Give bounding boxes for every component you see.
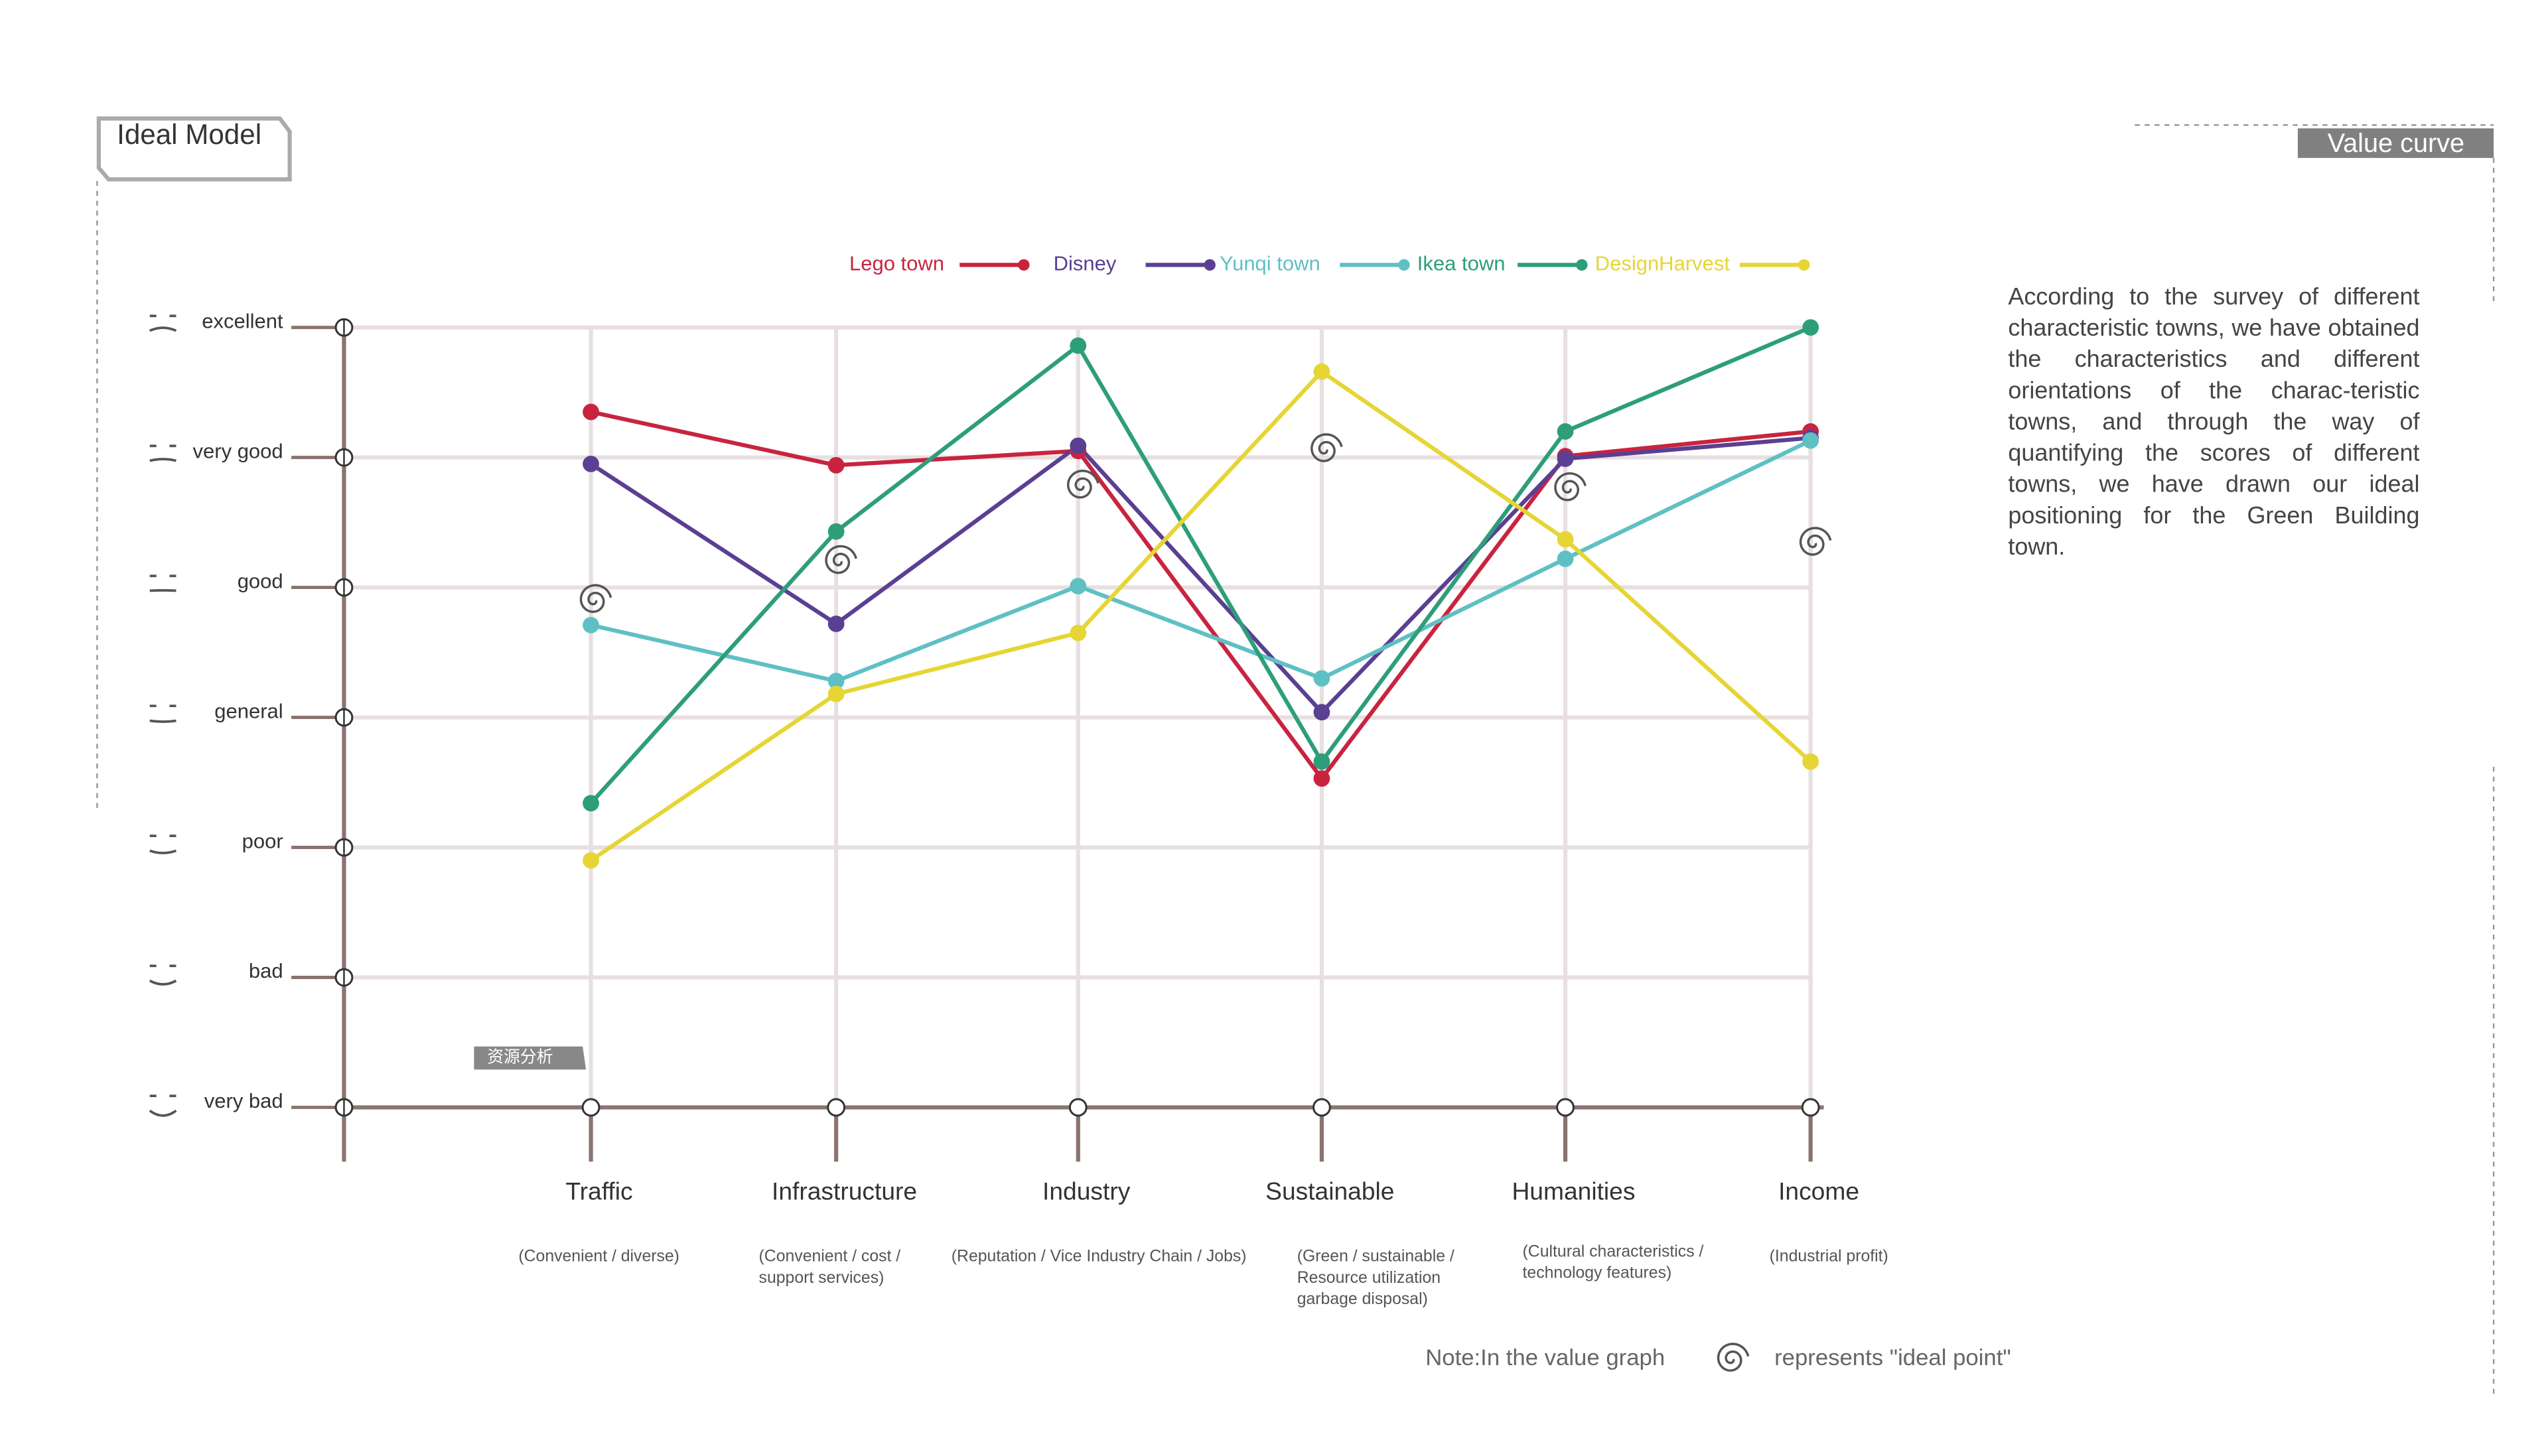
data-point xyxy=(1070,337,1087,354)
section-title: Value curve xyxy=(2328,129,2465,158)
data-point xyxy=(583,403,599,421)
x-tick-label: Sustainable xyxy=(1265,1177,1394,1205)
note-icon xyxy=(1717,1343,1750,1372)
data-point xyxy=(1557,551,1574,567)
y-tick-label: general xyxy=(214,699,283,722)
legend-dot xyxy=(1204,259,1216,271)
category-note: (Industrial profit) xyxy=(1770,1248,1888,1266)
data-point xyxy=(827,456,845,474)
x-tick-label: Infrastructure xyxy=(772,1177,917,1205)
data-point xyxy=(827,673,845,690)
data-point xyxy=(1802,753,1819,770)
y-tick-label: poor xyxy=(242,829,283,852)
data-point xyxy=(583,456,599,472)
face-icon xyxy=(149,444,177,462)
category-note: (Reputation / Vice Industry Chain / Jobs… xyxy=(952,1248,1247,1266)
axis-node xyxy=(827,1098,846,1117)
ideal-point xyxy=(579,584,612,614)
y-tick-label: excellent xyxy=(202,309,283,332)
ideal-point xyxy=(825,545,857,574)
tag-label: 资源分析 xyxy=(487,1048,553,1067)
y-tick-label: very good xyxy=(193,439,283,462)
face-icon xyxy=(149,834,177,854)
data-point xyxy=(1313,363,1330,380)
axis-node xyxy=(1801,1098,1820,1117)
data-point xyxy=(583,617,599,633)
legend-dot xyxy=(1398,259,1410,271)
y-tick-label: very bad xyxy=(204,1089,283,1112)
legend-label: Disney xyxy=(1054,252,1117,275)
category-note: (Convenient / diverse) xyxy=(518,1248,679,1266)
ideal-point xyxy=(1310,433,1343,462)
data-point xyxy=(1557,450,1574,467)
legend-label: DesignHarvest xyxy=(1595,252,1731,275)
series-line xyxy=(590,438,1812,683)
face-icon xyxy=(149,704,177,723)
category-note: support services) xyxy=(759,1269,885,1287)
face-icon xyxy=(149,574,177,592)
x-tick-label: Traffic xyxy=(565,1177,632,1205)
data-point xyxy=(1313,670,1330,687)
x-tick-label: Humanities xyxy=(1512,1177,1635,1205)
data-point xyxy=(1557,531,1574,548)
data-point xyxy=(827,616,845,632)
face-icon xyxy=(149,964,177,986)
legend-dot xyxy=(1018,259,1030,271)
data-point xyxy=(1557,423,1574,440)
axis-node xyxy=(1556,1098,1575,1117)
ideal-point xyxy=(1554,472,1587,501)
category-note: (Convenient / cost / xyxy=(759,1248,901,1266)
data-point xyxy=(1802,319,1819,336)
data-point xyxy=(1070,437,1087,454)
description: According to the survey of different cha… xyxy=(2008,285,2420,561)
data-point xyxy=(827,685,845,702)
legend-label: Yunqi town xyxy=(1220,252,1320,275)
x-tick-label: Industry xyxy=(1042,1177,1131,1205)
y-tick-label: bad xyxy=(249,959,283,982)
category-note: (Cultural characteristics / xyxy=(1523,1242,1704,1260)
axis-node xyxy=(581,1098,601,1117)
category-note: garbage disposal) xyxy=(1297,1290,1428,1308)
legend-dot xyxy=(1798,259,1810,271)
data-point xyxy=(1070,578,1087,595)
data-point xyxy=(1313,753,1330,770)
series-line xyxy=(589,325,1811,805)
title-box xyxy=(96,116,292,182)
category-note: Resource utilization xyxy=(1297,1269,1441,1287)
data-point xyxy=(1313,770,1330,787)
y-tick-label: good xyxy=(238,569,283,592)
axis-node xyxy=(1312,1098,1331,1117)
data-point xyxy=(1313,704,1330,721)
axis-node xyxy=(1068,1098,1088,1117)
series-line xyxy=(590,409,1811,782)
data-point xyxy=(583,852,599,869)
category-note: (Green / sustainable / xyxy=(1297,1248,1454,1266)
legend-label: Ikea town xyxy=(1417,252,1506,275)
data-point xyxy=(1802,432,1819,449)
series-line xyxy=(589,369,1812,862)
data-point xyxy=(827,523,845,540)
ideal-point xyxy=(1066,470,1099,499)
page-title: Ideal Model xyxy=(117,119,261,150)
data-point xyxy=(1070,624,1087,641)
data-point xyxy=(583,795,599,812)
category-note: technology features) xyxy=(1523,1264,1672,1282)
x-tick-label: Income xyxy=(1778,1177,1859,1205)
note-text: Note:In the value graph xyxy=(1425,1345,1665,1370)
series-line xyxy=(589,436,1811,716)
section-tag xyxy=(2297,128,2494,159)
tag-box xyxy=(474,1046,587,1070)
face-icon xyxy=(149,1094,177,1117)
ideal-point xyxy=(1799,527,1832,556)
legend-dot xyxy=(1576,259,1588,271)
note-text: represents "ideal point" xyxy=(1774,1345,2011,1370)
legend-label: Lego town xyxy=(849,252,944,275)
face-icon xyxy=(149,314,177,332)
